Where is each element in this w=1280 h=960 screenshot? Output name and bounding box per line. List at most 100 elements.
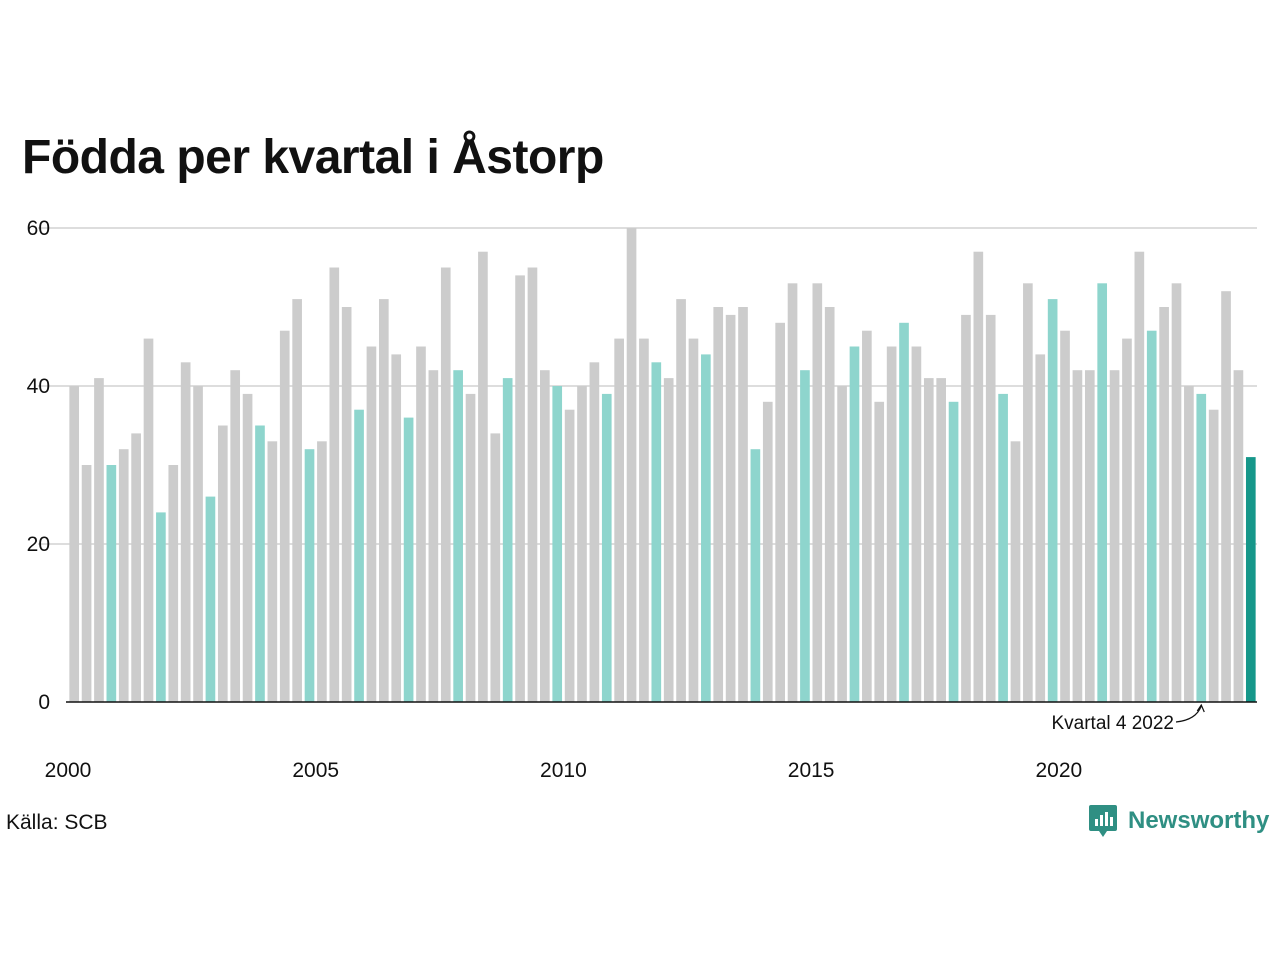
bar: [812, 283, 823, 702]
bar: [1097, 283, 1108, 702]
bar: [490, 433, 501, 702]
bar: [1060, 330, 1070, 702]
bar: [366, 346, 377, 702]
bar: [973, 251, 984, 702]
x-tick-label: 2000: [45, 759, 92, 782]
annotation-label: Kvartal 4 2022: [1051, 713, 1174, 734]
bar: [304, 449, 315, 702]
x-tick-label: 2005: [292, 759, 339, 782]
bar: [193, 386, 203, 702]
bar: [131, 433, 141, 702]
bar: [168, 465, 179, 702]
bar: [750, 449, 761, 702]
bar: [651, 362, 662, 702]
bar: [589, 362, 600, 702]
y-tick-label: 40: [27, 375, 50, 398]
bar: [255, 425, 265, 702]
bar: [688, 338, 699, 702]
bar: [725, 314, 736, 702]
bar: [1047, 299, 1058, 702]
bar: [564, 409, 575, 702]
bar: [824, 307, 835, 702]
bar: [69, 386, 80, 702]
bar: [1208, 409, 1219, 702]
bar: [911, 346, 922, 702]
bar: [1171, 283, 1182, 702]
bar: [403, 417, 414, 702]
bar: [1023, 283, 1033, 702]
bar: [713, 307, 724, 702]
bar: [985, 314, 996, 702]
y-tick-label: 0: [38, 691, 50, 714]
bar: [738, 307, 748, 702]
brand-logo: Newsworthy: [1088, 803, 1269, 839]
bar: [267, 441, 278, 702]
newsworthy-icon: [1089, 805, 1117, 837]
bar: [341, 307, 352, 702]
source-label: Källa: SCB: [6, 811, 108, 834]
bar: [391, 354, 402, 702]
bar: [1233, 370, 1244, 702]
bar: [775, 322, 785, 702]
bar: [787, 283, 798, 702]
bar: [242, 393, 253, 702]
bar: [614, 338, 624, 702]
bar: [676, 299, 686, 702]
bar: [515, 275, 525, 702]
bar: [1122, 338, 1132, 702]
bar: [230, 370, 241, 702]
bar: [899, 322, 909, 702]
bar: [428, 370, 439, 702]
x-tick-label: 2015: [788, 759, 835, 782]
bar: [849, 346, 860, 702]
bar: [205, 496, 216, 702]
bar: [762, 401, 773, 702]
bar: [180, 362, 191, 702]
bar: [440, 267, 451, 702]
bar: [378, 299, 389, 702]
bar: [81, 465, 92, 702]
bar: [156, 512, 166, 702]
y-tick-label: 20: [27, 533, 50, 556]
annotation: Kvartal 4 2022: [1051, 703, 1205, 734]
bar: [1221, 291, 1231, 702]
bar: [317, 441, 327, 702]
bar: [1159, 307, 1169, 702]
bar: [800, 370, 810, 702]
bar: [639, 338, 649, 702]
bar: [94, 378, 104, 702]
bar: [1146, 330, 1157, 702]
bars: [69, 228, 1256, 702]
y-axis-labels: 0 20 40 60: [27, 217, 50, 714]
bar: [874, 401, 885, 702]
bar: [1134, 251, 1145, 702]
bar: [837, 386, 847, 702]
bar: [862, 330, 872, 702]
x-axis-labels: 2000 2005 2010 2015 2020: [45, 759, 1083, 782]
bar: [998, 393, 1008, 702]
bar: [502, 378, 513, 702]
bar: [527, 267, 538, 702]
bar: [292, 299, 302, 702]
bar: [143, 338, 154, 702]
annotation-arrow: [1175, 705, 1202, 723]
bar: [886, 346, 897, 702]
bar: [601, 393, 612, 702]
bar: [478, 251, 488, 702]
bar: [552, 386, 563, 702]
bar: [663, 378, 674, 702]
bar: [1084, 370, 1095, 702]
bar: [118, 449, 129, 702]
brand-name: Newsworthy: [1128, 807, 1270, 834]
bar: [329, 267, 340, 702]
bar: [106, 465, 117, 702]
bar: [540, 370, 550, 702]
bar: [1035, 354, 1046, 702]
bar: [453, 370, 463, 702]
bar: [961, 314, 971, 702]
bar: [626, 228, 637, 702]
bar: [577, 386, 587, 702]
annotation-arrowhead: [1196, 703, 1205, 713]
bar: [923, 378, 934, 702]
